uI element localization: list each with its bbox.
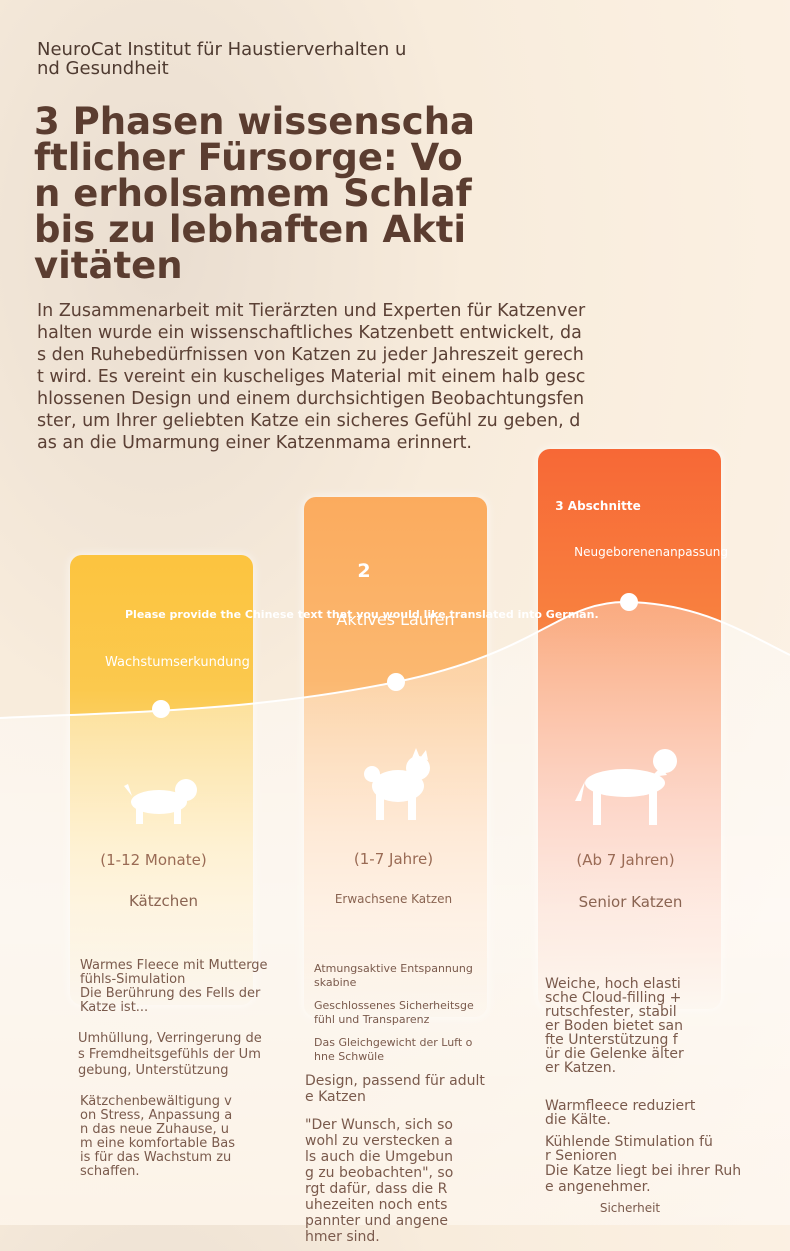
detail: Die Berührung des Fells der Katze ist... [80, 986, 261, 1015]
stage-number: 2 [357, 560, 371, 582]
detail: Die Katze liegt bei ihrer Ruhe angenehme… [545, 1163, 742, 1195]
detail: Warmfleece reduziert die Kälte. [545, 1098, 696, 1128]
brand: NeuroCat Institut für Haustierverhalten … [37, 39, 407, 79]
detail: Umhüllung, Verringerung des Fremdheitsge… [78, 1031, 262, 1078]
intro: In Zusammenarbeit mit Tierärzten und Exp… [37, 301, 586, 453]
details: Warmes Fleece mit Muttergefühls-Simulati… [78, 958, 268, 1185]
stage-label: Neugeborenenanpassung [574, 545, 728, 559]
dot [620, 593, 638, 611]
banner: Please provide the Chinese text that you… [125, 608, 599, 621]
detail: Kätzchenbewältigung von Stress, Anpassun… [80, 1094, 236, 1179]
detail: Weiche, hoch elastische Cloud-filling + … [545, 976, 684, 1076]
detail: "Der Wunsch, sich so wohl zu verstecken … [305, 1117, 454, 1245]
stage-age: (1-7 Jahre) [353, 850, 434, 868]
detail: Atmungsaktive Entspannungskabine [314, 962, 473, 989]
detail: Kühlende Stimulation für Senioren [545, 1134, 713, 1164]
stage-number: 3 Abschnitte [555, 499, 641, 513]
dog-icon [364, 748, 430, 820]
stage-name: Erwachsene Katzen [334, 892, 453, 906]
detail: Warmes Fleece mit Muttergefühls-Simulati… [80, 958, 268, 987]
stage-age: (1-12 Monate) [100, 851, 207, 869]
detail: Design, passend für adulte Katzen [305, 1073, 485, 1105]
title: 3 Phasen wissenschaftlicher Fürsorge: Vo… [34, 100, 476, 287]
stage-name: Kätzchen [128, 892, 198, 910]
details: Weiche, hoch elastische Cloud-filling + … [545, 976, 741, 1221]
stage-label: Aktives Laufen [336, 610, 455, 629]
dot [387, 673, 405, 691]
stage-age: (Ab 7 Jahren) [576, 851, 675, 869]
detail: Geschlossenes Sicherheitsgefühl und Tran… [314, 999, 474, 1026]
dot [152, 700, 170, 718]
details: Atmungsaktive Entspannungskabine Geschlo… [305, 962, 485, 1251]
wave [0, 601, 790, 1225]
detail: Das Gleichgewicht der Luft ohne Schwüle [314, 1036, 473, 1063]
dog-icon [575, 749, 677, 825]
stage-name: Senior Katzen [578, 893, 683, 911]
dog-icon [124, 779, 197, 824]
decoration [0, 593, 790, 1225]
detail: Sicherheit [599, 1201, 661, 1215]
stage-label: Wachstumserkundung [105, 655, 250, 670]
